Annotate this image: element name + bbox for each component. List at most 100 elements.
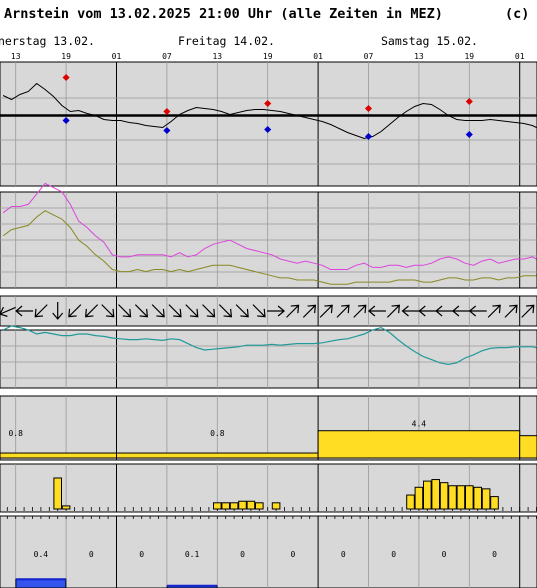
precip-bar-50 — [439, 482, 449, 510]
wind-arrow-shape — [504, 304, 518, 318]
wind-arrows — [0, 302, 535, 320]
wind-arrow-30 — [504, 304, 518, 318]
temperature-line — [2, 82, 537, 140]
temperature-series — [0, 73, 537, 141]
wind-arrow-shape — [435, 305, 454, 317]
wind-arrow-shape — [418, 305, 437, 317]
wind-arrow-31 — [521, 304, 535, 318]
wind-arrow-shape — [386, 304, 401, 318]
max-temp-marker-1 — [163, 107, 171, 116]
min-temp-marker-4 — [465, 130, 473, 139]
copyright-mark: (c) — [505, 6, 529, 22]
wind-arrow-13 — [218, 304, 233, 318]
wind-arrow-shape — [286, 304, 300, 318]
wind-arrow-9 — [151, 304, 165, 318]
wind-arrow-shape — [451, 305, 470, 317]
precip-bar-49 — [431, 479, 440, 510]
hour-label-01: 01 — [515, 52, 525, 61]
wind-arrow-shape — [521, 304, 535, 318]
pressure-line — [2, 325, 537, 366]
snow-label-2: 0 — [89, 550, 94, 559]
wind-arrow-shape — [336, 304, 350, 318]
wind-arrow-shape — [267, 305, 286, 317]
precip-bar-27 — [246, 500, 256, 510]
snow-label-3: 0 — [139, 550, 144, 559]
sunshine-bar-0 — [0, 452, 117, 459]
snow-bars: 0.4 0 0 0.1 0 0 0 0 0 0 — [15, 550, 497, 588]
wind-arrow-21 — [353, 304, 367, 318]
wind-arrow-shape — [101, 304, 115, 318]
wind-arrow-19 — [319, 304, 333, 318]
wind-arrow-27 — [451, 305, 470, 317]
wind-arrow-22 — [367, 305, 386, 317]
hour-ticks: 13 19 01 07 13 19 01 07 13 19 01 — [6, 52, 537, 519]
precip-bar-24 — [221, 502, 230, 510]
wind-arrow-3 — [52, 302, 64, 320]
hour-label-13: 13 — [414, 52, 424, 61]
hour-label-07: 07 — [162, 52, 172, 61]
sunshine-bar-2 — [317, 430, 521, 459]
max-temp-marker-2 — [264, 99, 272, 108]
wind-arrow-shape — [0, 306, 16, 317]
wind-arrow-6 — [101, 304, 115, 318]
max-temp-marker-4 — [465, 97, 473, 106]
precip-bar-48 — [423, 480, 432, 510]
wind-arrow-shape — [401, 305, 420, 317]
precipitation-bars — [53, 477, 499, 510]
wind-arrow-shape — [302, 304, 317, 318]
wind-arrow-1 — [15, 305, 34, 317]
day-label-saturday: Samstag 15.02. — [381, 34, 478, 48]
precip-bar-54 — [473, 486, 482, 510]
hour-label-01: 01 — [313, 52, 323, 61]
wind-arrow-shape — [34, 304, 48, 318]
precip-bar-5 — [61, 505, 71, 510]
snow-label-8: 0 — [391, 550, 396, 559]
wind-arrow-8 — [134, 304, 149, 318]
rel-humidity-line — [2, 182, 537, 270]
hour-label-19: 19 — [263, 52, 273, 61]
wind-arrow-7 — [118, 304, 132, 318]
wind-arrow-shape — [367, 305, 386, 317]
wind-arrow-16 — [267, 305, 286, 317]
wind-arrow-23 — [386, 304, 401, 318]
wind-arrow-28 — [468, 305, 487, 317]
wind-arrow-shape — [151, 304, 165, 318]
sunshine-bar-3 — [519, 435, 537, 459]
min-temp-marker-2 — [264, 125, 272, 134]
hour-label-13: 13 — [212, 52, 222, 61]
humidity-series — [2, 182, 537, 285]
snow-label-7: 0 — [341, 550, 346, 559]
max-temp-marker-3 — [364, 104, 373, 113]
sunshine-bars: 0.8 0.8 4.4 — [0, 420, 537, 459]
wind-arrow-17 — [286, 304, 300, 318]
wind-arrow-shape — [118, 304, 132, 318]
snow-label-9: 0 — [442, 550, 447, 559]
wind-arrow-10 — [168, 304, 182, 318]
pressure-panel — [0, 329, 537, 389]
precip-bar-4 — [53, 477, 63, 510]
pressure-series — [2, 325, 537, 366]
sunshine-bar-1 — [116, 452, 319, 459]
hour-label-01: 01 — [112, 52, 122, 61]
precip-bar-56 — [490, 496, 499, 510]
snow-panel — [0, 515, 537, 588]
sunshine-label-1: 0.8 — [210, 429, 225, 438]
wind-arrow-20 — [336, 304, 350, 318]
precip-bar-47 — [414, 486, 424, 510]
wind-arrow-shape — [185, 304, 199, 318]
wind-arrow-shape — [15, 305, 34, 317]
precip-bar-25 — [229, 502, 239, 510]
wind-arrow-4 — [68, 304, 82, 318]
wind-arrow-29 — [487, 304, 501, 318]
hour-label-07: 07 — [364, 52, 374, 61]
wind-arrow-shape — [52, 302, 64, 320]
snow-label-1: 0.4 — [34, 550, 49, 559]
sunshine-label-2: 4.4 — [412, 420, 427, 429]
wind-arrow-shape — [252, 304, 266, 318]
hour-label-19: 19 — [464, 52, 474, 61]
precip-bar-52 — [456, 485, 466, 510]
dewpoint-line — [2, 210, 537, 285]
snow-label-5: 0 — [240, 550, 245, 559]
wind-arrow-24 — [401, 305, 420, 317]
wind-arrow-14 — [235, 304, 249, 318]
